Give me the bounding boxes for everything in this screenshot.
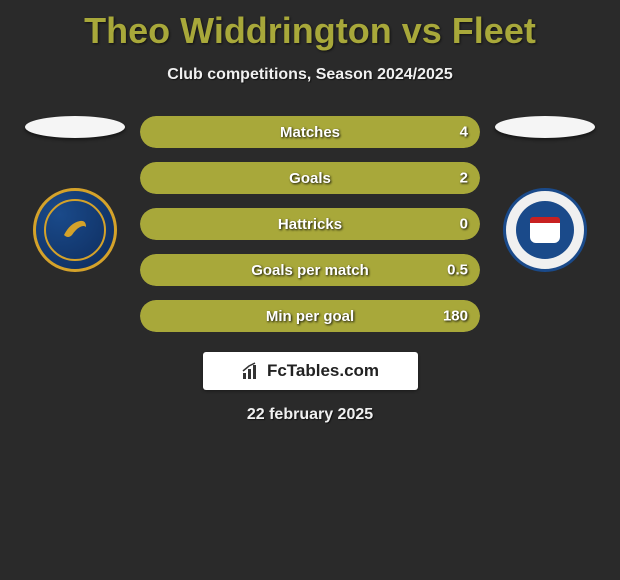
comparison-layout: Matches 4 Goals 2 Hattricks 0 Goals per … <box>0 116 620 332</box>
bar-label: Goals per match <box>251 262 369 279</box>
bar-goals-per-match: Goals per match 0.5 <box>140 254 480 286</box>
date-line: 22 february 2025 <box>0 406 620 424</box>
page-title: Theo Widdrington vs Fleet <box>0 0 620 52</box>
bar-value: 4 <box>460 124 468 141</box>
bar-min-per-goal: Min per goal 180 <box>140 300 480 332</box>
bar-matches: Matches 4 <box>140 116 480 148</box>
bar-label: Matches <box>280 124 340 141</box>
brand-box: FcTables.com <box>203 352 418 390</box>
right-dash-marker <box>495 116 595 138</box>
right-column <box>495 116 595 272</box>
chart-icon <box>241 361 261 381</box>
left-club-crest <box>33 188 117 272</box>
brand-label: FcTables.com <box>267 361 379 381</box>
left-column <box>25 116 125 272</box>
bar-value: 0.5 <box>447 262 468 279</box>
crest-left-ring <box>44 199 106 261</box>
bar-goals: Goals 2 <box>140 162 480 194</box>
bar-value: 0 <box>460 216 468 233</box>
shield-icon <box>530 217 560 243</box>
bar-label: Min per goal <box>266 308 354 325</box>
stat-bars-container: Matches 4 Goals 2 Hattricks 0 Goals per … <box>140 116 480 332</box>
left-dash-marker <box>25 116 125 138</box>
bar-value: 180 <box>443 308 468 325</box>
bar-label: Hattricks <box>278 216 342 233</box>
bar-label: Goals <box>289 170 331 187</box>
right-club-crest <box>503 188 587 272</box>
crest-right-ring <box>516 201 574 259</box>
bar-value: 2 <box>460 170 468 187</box>
subtitle-season: Club competitions, Season 2024/2025 <box>0 66 620 84</box>
bar-hattricks: Hattricks 0 <box>140 208 480 240</box>
bird-icon <box>58 213 92 247</box>
